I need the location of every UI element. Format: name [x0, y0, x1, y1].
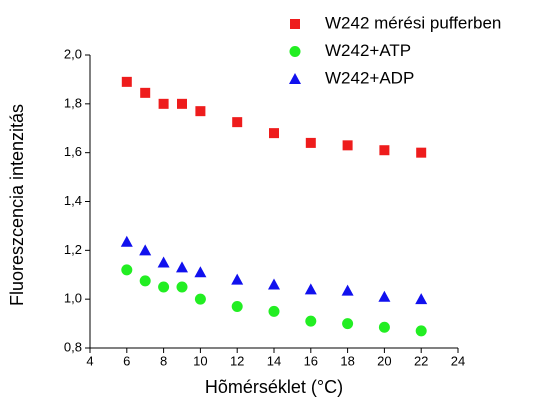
- data-point: [415, 293, 428, 305]
- data-point: [195, 106, 206, 117]
- x-tick-label: 18: [340, 353, 354, 368]
- legend-marker: [289, 46, 301, 57]
- y-tick-label: 1,6: [64, 144, 82, 159]
- data-point: [305, 137, 316, 148]
- x-tick-label: 10: [193, 353, 207, 368]
- data-point: [194, 266, 207, 278]
- data-point: [342, 318, 354, 330]
- data-point: [157, 256, 170, 268]
- y-tick-label: 1,0: [64, 291, 82, 306]
- data-point: [120, 235, 133, 247]
- data-point: [416, 147, 427, 158]
- data-point: [158, 281, 170, 293]
- data-point: [379, 145, 390, 156]
- x-tick-label: 16: [304, 353, 318, 368]
- data-point: [378, 290, 391, 302]
- data-point: [139, 244, 152, 256]
- x-tick-label: 20: [377, 353, 391, 368]
- y-tick-label: 1,8: [64, 95, 82, 110]
- legend-label: W242+ATP: [325, 41, 411, 60]
- x-tick-label: 8: [160, 353, 167, 368]
- data-point: [121, 76, 132, 87]
- data-point: [268, 278, 280, 290]
- data-point: [140, 87, 151, 98]
- data-point: [341, 284, 354, 296]
- x-axis-title: Hõmérséklet (°C): [205, 377, 343, 397]
- data-point: [139, 275, 151, 287]
- data-point: [415, 325, 427, 337]
- data-point: [232, 117, 243, 128]
- data-point: [176, 261, 188, 273]
- data-point: [176, 281, 188, 293]
- data-point: [268, 305, 280, 317]
- y-axis-title: Fluoreszcencia intenzitás: [7, 104, 27, 306]
- data-point: [158, 98, 169, 109]
- y-tick-label: 1,4: [64, 193, 82, 208]
- data-point: [194, 293, 206, 305]
- y-tick-label: 0,8: [64, 339, 82, 354]
- data-point: [231, 300, 243, 312]
- x-tick-label: 6: [123, 353, 130, 368]
- legend-label: W242+ADP: [325, 68, 414, 87]
- x-tick-label: 12: [230, 353, 244, 368]
- x-tick-label: 22: [414, 353, 428, 368]
- data-point: [121, 264, 133, 276]
- data-point: [305, 315, 317, 327]
- data-point: [269, 128, 279, 139]
- data-point: [342, 140, 353, 151]
- x-tick-label: 24: [451, 353, 465, 368]
- x-tick-label: 4: [86, 353, 93, 368]
- legend-marker: [289, 73, 301, 84]
- data-point: [231, 273, 244, 285]
- data-point: [378, 321, 390, 333]
- data-point: [304, 283, 317, 295]
- data-point: [177, 98, 187, 109]
- y-tick-label: 1,2: [64, 242, 82, 257]
- legend-label: W242 mérési pufferben: [325, 13, 501, 32]
- x-tick-label: 14: [267, 353, 281, 368]
- y-tick-label: 2,0: [64, 46, 82, 61]
- legend-marker: [290, 19, 300, 29]
